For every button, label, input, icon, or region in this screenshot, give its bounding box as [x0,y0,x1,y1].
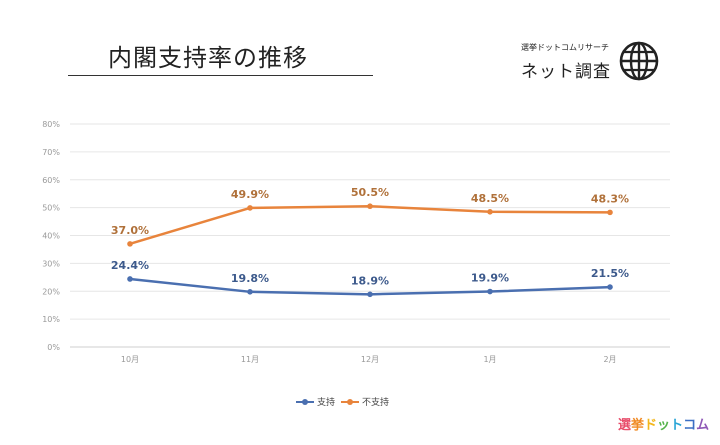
data-point [247,205,253,211]
data-label: 19.8% [231,272,269,285]
brand-title: ネット調査 [521,62,611,82]
data-label: 19.9% [471,272,509,285]
data-label: 37.0% [111,224,149,237]
data-point [487,288,493,295]
legend-swatch-support [296,398,314,405]
data-point [247,289,253,295]
logo-char: 挙 [631,418,645,433]
x-tick-label: 1月 [483,355,496,364]
y-tick-label: 60% [42,176,60,185]
data-point [127,241,133,247]
legend-label-nonsupport: 不支持 [362,398,390,408]
data-point [367,203,373,210]
legend-label-support: 支持 [317,398,336,408]
x-tick-label: 10月 [121,355,139,364]
globe-icon [619,41,659,81]
y-tick-label: 30% [42,259,60,268]
data-label: 49.9% [231,188,269,201]
y-tick-label: 20% [42,287,60,296]
data-label: 24.4% [111,259,149,272]
data-label: 18.9% [351,274,389,287]
y-tick-label: 0% [47,343,60,352]
x-tick-label: 11月 [241,355,259,364]
y-tick-label: 10% [42,315,60,324]
y-tick-label: 50% [42,204,60,213]
data-label: 48.5% [471,192,509,205]
page-title: 内閣支持率の推移 [108,44,308,72]
data-point [127,276,133,282]
series-line-nonsupport [129,204,611,246]
logo-char: 選 [618,418,632,433]
logo-char: ト [670,418,684,433]
logo-char: ッ [657,418,671,433]
logo-char: ド [644,418,658,433]
data-point [367,291,373,298]
data-label: 21.5% [591,267,629,280]
chart-legend: 支持 不支持 [296,395,391,408]
data-label: 50.5% [351,186,389,199]
logo-char: コ [683,418,697,433]
legend-item-support: 支持 [296,395,335,408]
x-tick-label: 12月 [361,355,379,364]
legend-item-nonsupport: 不支持 [341,395,389,408]
title-underline [68,75,373,76]
senkyo-dotcom-logo: 選挙ドットコム [618,414,709,433]
data-point [607,209,613,216]
brand-subtitle: 選挙ドットコムリサーチ [521,43,609,52]
x-tick-label: 2月 [603,355,616,364]
data-label: 48.3% [591,192,629,205]
logo-char: ム [696,418,710,433]
data-point [487,209,493,215]
legend-swatch-nonsupport [341,398,360,405]
y-tick-label: 80% [42,120,60,129]
data-point [607,284,613,290]
y-tick-label: 70% [42,148,60,157]
y-tick-label: 40% [42,232,60,241]
